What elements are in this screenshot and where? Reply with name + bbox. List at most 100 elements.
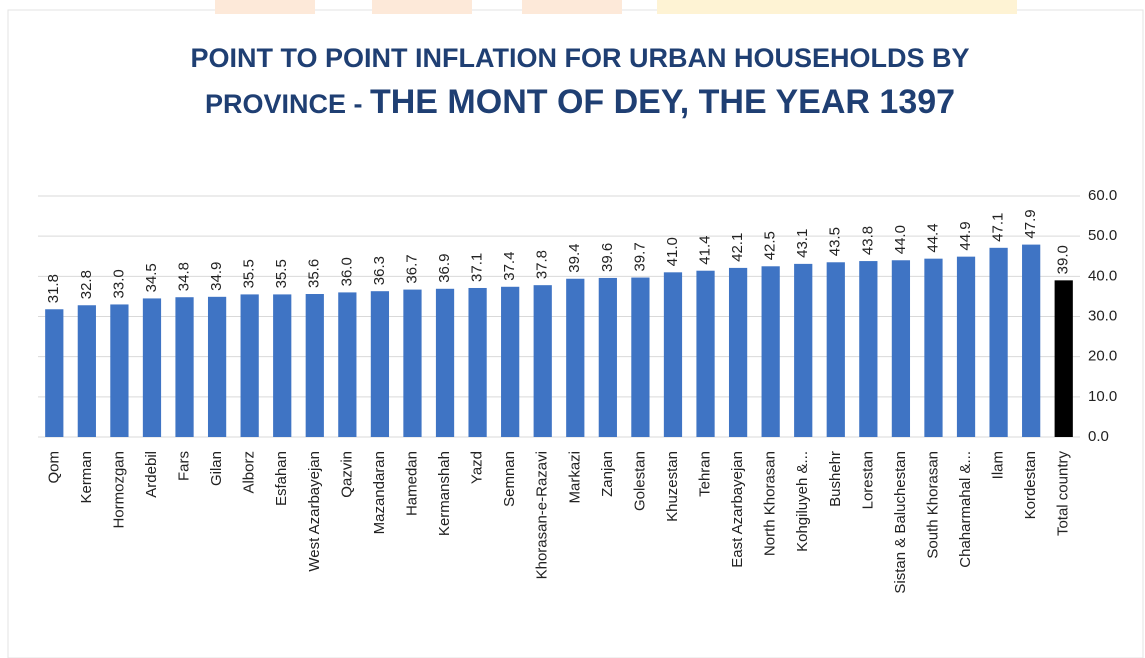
chart-subtitle: THE MONT OF DEY, THE YEAR 1397 [369, 83, 956, 121]
bar [468, 287, 487, 437]
bar [435, 288, 455, 437]
x-tick-label: Golestan [631, 451, 648, 511]
y-tick-label: 40.0 [1088, 267, 1117, 284]
value-label: 42.1 [729, 233, 746, 262]
bar [533, 285, 552, 437]
bar [77, 305, 96, 437]
bar [403, 289, 422, 437]
x-tick-label: Kermanshah [436, 451, 453, 536]
x-tick-label: Gilan [208, 451, 225, 486]
decor [522, 0, 622, 14]
value-label: 32.8 [78, 270, 95, 299]
value-label: 41.4 [697, 236, 714, 265]
value-label: 36.9 [436, 254, 453, 283]
bar [891, 260, 911, 437]
y-tick-label: 20.0 [1088, 348, 1117, 365]
x-tick-label: Bushehr [827, 451, 844, 507]
x-tick-label: Hormozgan [110, 451, 127, 529]
x-tick-label: Kohgiluyeh &... [794, 451, 811, 552]
x-tick-label: Khorasan-e-Razavi [534, 451, 551, 579]
x-tick-label: Fars [176, 451, 193, 481]
value-label: 33.0 [110, 269, 127, 298]
x-tick-label: North Khorasan [762, 451, 779, 556]
x-tick-label: Total country [1055, 451, 1072, 537]
value-label: 39.0 [1055, 245, 1072, 274]
bar [175, 297, 194, 437]
decor [372, 0, 472, 14]
value-label: 39.6 [599, 243, 616, 272]
x-tick-label: Yazd [469, 451, 486, 484]
value-label: 44.9 [957, 221, 974, 250]
value-label: 37.8 [534, 250, 551, 279]
x-tick-label: East Azarbayejan [729, 451, 746, 568]
x-tick-label: Tehran [697, 451, 714, 497]
value-label: 37.1 [469, 253, 486, 282]
value-label: 39.7 [631, 242, 648, 271]
bar [338, 292, 357, 437]
y-tick-label: 30.0 [1088, 307, 1117, 324]
x-tick-label: Khuzestan [664, 451, 681, 522]
y-tick-label: 50.0 [1088, 227, 1117, 244]
bar [273, 294, 292, 437]
value-label: 43.8 [859, 226, 876, 255]
bar [826, 262, 845, 437]
chart-title: POINT TO POINT INFLATION FOR URBAN HOUSE… [190, 43, 970, 119]
value-label: 43.5 [827, 227, 844, 256]
bar [663, 272, 683, 437]
x-tick-label: Semnan [501, 451, 518, 507]
value-label: 41.0 [664, 237, 681, 266]
bar [696, 270, 715, 437]
bar [1054, 280, 1073, 437]
decor [657, 0, 1017, 14]
bar [142, 298, 162, 437]
bar [728, 267, 748, 437]
x-tick-label: Qazvin [338, 451, 355, 498]
chart-title-block: POINT TO POINT INFLATION FOR URBAN HOUSE… [150, 36, 1010, 126]
bar [598, 277, 617, 437]
x-tick-label: Markazi [566, 451, 583, 504]
bar [859, 261, 878, 437]
value-label: 47.1 [990, 213, 1007, 242]
bar [631, 277, 650, 437]
x-tick-label: South Khorasan [924, 451, 941, 559]
bar [110, 304, 129, 437]
x-tick-label: Mazandaran [371, 451, 388, 534]
x-tick-label: Chaharmahal &... [957, 451, 974, 568]
bar [924, 258, 943, 437]
x-tick-label: West Azarbayejan [306, 451, 323, 572]
value-label: 36.0 [338, 257, 355, 286]
x-tick-label: Ilam [990, 451, 1007, 479]
x-tick-label: Qom [45, 451, 62, 484]
value-label: 35.6 [306, 259, 323, 288]
bar [305, 294, 324, 437]
bar [989, 247, 1008, 437]
value-label: 44.0 [892, 225, 909, 254]
x-tick-label: Lorestan [859, 451, 876, 509]
value-label: 42.5 [762, 231, 779, 260]
y-tick-label: 0.0 [1088, 428, 1109, 445]
value-label: 47.9 [1022, 209, 1039, 238]
x-tick-label: Hamedan [403, 451, 420, 516]
bar [370, 291, 390, 437]
value-label: 36.7 [403, 254, 420, 283]
value-label: 37.4 [501, 252, 518, 281]
value-label: 44.4 [924, 223, 941, 252]
x-tick-label: Esfahan [273, 451, 290, 506]
bar [45, 309, 64, 437]
bar [1022, 244, 1041, 437]
value-label: 35.5 [241, 259, 258, 288]
x-tick-label: Alborz [241, 451, 258, 494]
x-tick-label: Ardebil [143, 451, 160, 498]
x-tick-label: Zanjan [599, 451, 616, 497]
value-label: 34.5 [143, 263, 160, 292]
bar [240, 294, 259, 437]
value-label: 31.8 [45, 274, 62, 303]
bar [566, 278, 585, 437]
y-tick-label: 10.0 [1088, 388, 1117, 405]
value-label: 43.1 [794, 229, 811, 258]
x-tick-label: Kerman [78, 451, 95, 504]
value-label: 35.5 [273, 259, 290, 288]
value-label: 34.9 [208, 262, 225, 291]
